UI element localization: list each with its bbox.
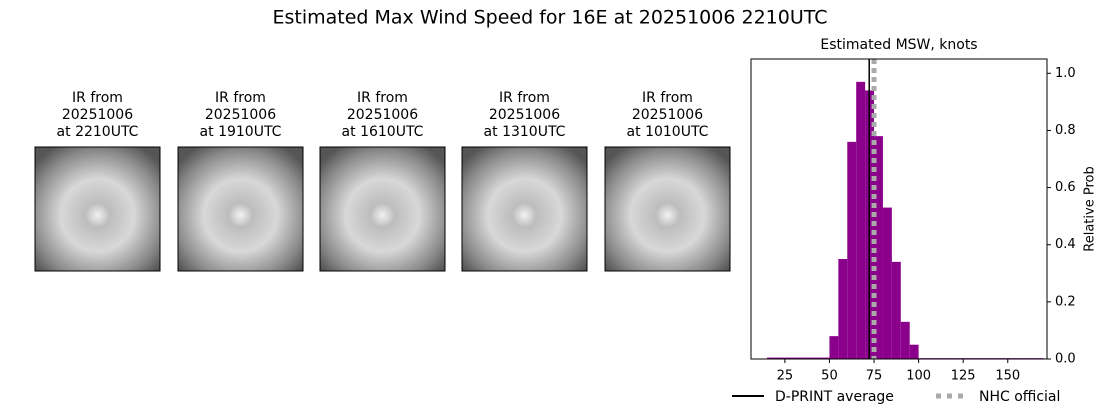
satellite-image [319, 146, 446, 272]
bar [891, 261, 901, 359]
bar [882, 207, 892, 359]
panel-caption: 20251006 [347, 107, 418, 123]
satellite-image [461, 146, 588, 272]
bar [820, 357, 830, 359]
panel-caption: 20251006 [632, 107, 703, 123]
y-axis-label: Relative Prob [1083, 166, 1098, 251]
bar [802, 357, 812, 359]
y-tick-label: 0.4 [1055, 237, 1076, 252]
y-tick-label: 0.6 [1055, 180, 1076, 195]
panel-caption: 20251006 [205, 107, 276, 123]
x-tick-label: 100 [906, 369, 931, 384]
panel-caption: IR from [642, 90, 693, 106]
legend-label: NHC official [979, 389, 1060, 405]
bar [829, 336, 839, 359]
legend-label: D-PRINT average [775, 389, 894, 405]
y-tick-label: 1.0 [1055, 66, 1076, 81]
panel-caption: IR from [499, 90, 550, 106]
panel-caption: IR from [215, 90, 266, 106]
bar [793, 357, 803, 359]
x-tick-label: 75 [866, 369, 883, 384]
panel-caption: at 1310UTC [484, 124, 566, 140]
satellite-image [177, 146, 304, 272]
chart-title: Estimated MSW, knots [820, 37, 977, 53]
panel-caption: 20251006 [62, 107, 133, 123]
figure-title: Estimated Max Wind Speed for 16E at 2025… [272, 7, 827, 29]
panel-caption: at 2210UTC [57, 124, 139, 140]
bar [856, 81, 866, 359]
satellite-image [34, 146, 161, 272]
bar [847, 141, 857, 359]
panel-caption: at 1010UTC [627, 124, 709, 140]
x-tick-label: 125 [951, 369, 976, 384]
bar [900, 321, 910, 359]
x-tick-label: 50 [821, 369, 838, 384]
bar [767, 357, 776, 359]
bar [909, 344, 919, 359]
satellite-image [604, 146, 731, 272]
y-tick-label: 0.2 [1055, 294, 1076, 309]
x-tick-label: 150 [995, 369, 1020, 384]
y-tick-label: 0.0 [1055, 352, 1076, 367]
bar [784, 357, 794, 359]
panel-caption: at 1610UTC [342, 124, 424, 140]
panel-caption: at 1910UTC [200, 124, 282, 140]
bar [874, 136, 883, 359]
bar [811, 357, 821, 359]
panel-caption: 20251006 [489, 107, 560, 123]
plot-frame [750, 58, 1048, 360]
panel-caption: IR from [357, 90, 408, 106]
x-tick-label: 25 [777, 369, 794, 384]
bar [838, 259, 848, 359]
y-tick-label: 0.8 [1055, 123, 1076, 138]
panel-caption: IR from [72, 90, 123, 106]
bar [775, 357, 785, 359]
